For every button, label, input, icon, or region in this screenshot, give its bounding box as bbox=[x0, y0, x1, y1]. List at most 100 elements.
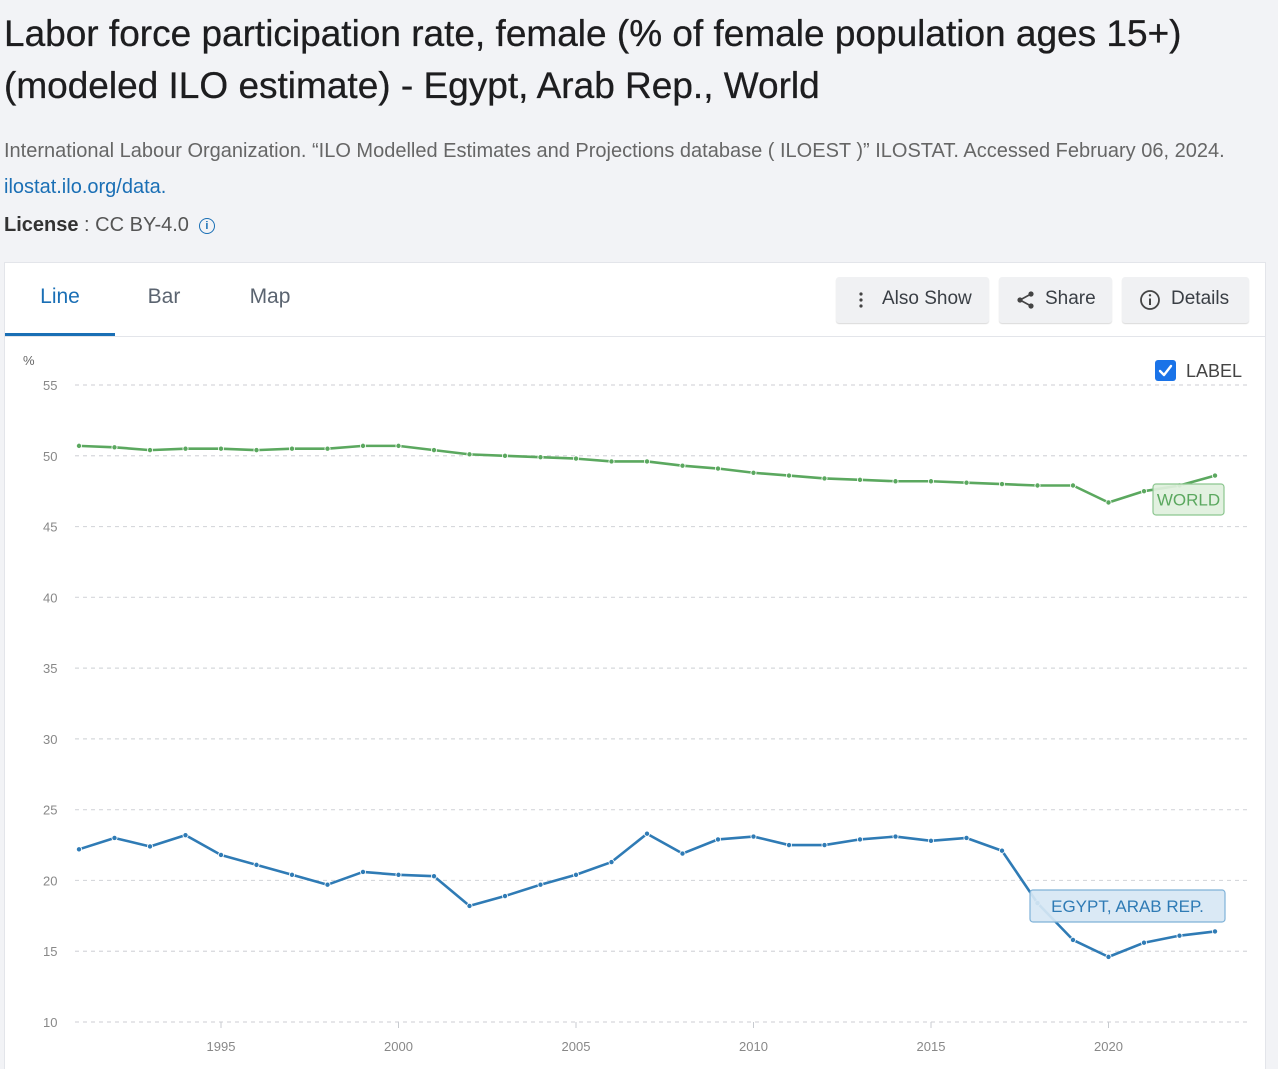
tab-bar[interactable]: Bar bbox=[147, 285, 181, 308]
data-point-egypt bbox=[430, 873, 437, 880]
series-label-box bbox=[1029, 889, 1226, 923]
label-checkbox[interactable] bbox=[1155, 360, 1176, 381]
x-tick-label: 2015 bbox=[917, 1039, 946, 1054]
details-button[interactable]: Details bbox=[1122, 277, 1249, 323]
info-circle-icon bbox=[1139, 277, 1161, 323]
data-point-world bbox=[359, 442, 366, 449]
y-tick-label: 15 bbox=[43, 944, 57, 959]
data-point-egypt bbox=[608, 859, 615, 866]
y-tick-label: 35 bbox=[43, 661, 57, 676]
data-point-world bbox=[324, 445, 331, 452]
share-label: Share bbox=[1045, 288, 1096, 309]
tab-map[interactable]: Map bbox=[249, 285, 291, 308]
share-icon bbox=[1016, 277, 1036, 323]
y-axis-unit-label: % bbox=[23, 353, 35, 368]
data-point-world bbox=[253, 447, 260, 454]
data-point-world bbox=[928, 478, 935, 485]
chart-card: Line Bar Map Also Show Share Details % 10… bbox=[4, 262, 1266, 1069]
info-icon[interactable]: i bbox=[198, 218, 215, 234]
x-tick-label: 2000 bbox=[384, 1039, 413, 1054]
data-point-world bbox=[644, 458, 651, 465]
data-point-egypt bbox=[395, 871, 402, 878]
data-point-egypt bbox=[324, 881, 331, 888]
y-tick-label: 55 bbox=[43, 378, 57, 393]
chart-tabs: Line Bar Map Also Show Share Details bbox=[5, 263, 1265, 337]
data-point-egypt bbox=[1070, 936, 1077, 943]
data-point-egypt bbox=[644, 830, 651, 837]
data-point-egypt bbox=[501, 893, 508, 900]
data-point-egypt bbox=[217, 851, 224, 858]
data-point-world bbox=[182, 445, 189, 452]
data-point-egypt bbox=[892, 833, 899, 840]
data-point-world bbox=[537, 454, 544, 461]
data-point-world bbox=[821, 475, 828, 482]
data-point-world bbox=[892, 478, 899, 485]
data-point-egypt bbox=[786, 842, 793, 849]
data-point-egypt bbox=[573, 871, 580, 878]
data-point-egypt bbox=[821, 842, 828, 849]
data-point-egypt bbox=[537, 881, 544, 888]
data-point-world bbox=[1105, 499, 1112, 506]
license-line: License : CC BY-4.0 i bbox=[4, 210, 215, 240]
data-point-world bbox=[1070, 482, 1077, 489]
y-tick-label: 20 bbox=[43, 873, 57, 888]
series-label-text: EGYPT, ARAB REP. bbox=[1051, 897, 1204, 916]
series-label-world: WORLD bbox=[1152, 483, 1225, 516]
data-point-world bbox=[430, 447, 437, 454]
data-point-world bbox=[111, 444, 118, 451]
data-point-world bbox=[217, 445, 224, 452]
x-tick-label: 2010 bbox=[739, 1039, 768, 1054]
x-tick-label: 2020 bbox=[1094, 1039, 1123, 1054]
details-label: Details bbox=[1171, 288, 1230, 309]
data-point-world bbox=[608, 458, 615, 465]
y-tick-label: 10 bbox=[43, 1015, 57, 1030]
share-button[interactable]: Share bbox=[999, 277, 1112, 323]
data-point-egypt bbox=[1105, 953, 1112, 960]
line-chart: % 10 15 20 25 30 35 40 45 50 55 1995 2000 2005 2010 201… bbox=[23, 353, 1248, 1054]
data-point-egypt bbox=[679, 850, 686, 857]
data-point-world bbox=[466, 451, 473, 458]
series-label-egypt: EGYPT, ARAB REP. bbox=[1029, 889, 1226, 923]
x-tick-label: 2005 bbox=[562, 1039, 591, 1054]
also-show-button[interactable]: Also Show bbox=[836, 277, 989, 323]
data-point-egypt bbox=[466, 902, 473, 909]
license-label: License bbox=[4, 214, 79, 236]
data-point-egypt bbox=[857, 836, 864, 843]
data-point-egypt bbox=[359, 868, 366, 875]
data-point-egypt bbox=[182, 832, 189, 839]
y-tick-label: 25 bbox=[43, 803, 57, 818]
source-text: International Labour Organization. “ILO … bbox=[4, 140, 1225, 162]
label-toggle-text: LABEL bbox=[1186, 361, 1243, 381]
data-point-egypt bbox=[253, 861, 260, 868]
source-citation: International Labour Organization. “ILO … bbox=[4, 133, 1264, 205]
data-point-egypt bbox=[146, 843, 153, 850]
data-point-world bbox=[679, 462, 686, 469]
data-point-egypt bbox=[999, 847, 1006, 854]
data-point-world bbox=[395, 442, 402, 449]
y-tick-label: 40 bbox=[43, 590, 57, 605]
data-point-world bbox=[573, 455, 580, 462]
data-point-world bbox=[999, 481, 1006, 488]
data-point-egypt bbox=[1141, 939, 1148, 946]
series-line-world bbox=[78, 444, 1216, 504]
data-point-world bbox=[715, 465, 722, 472]
y-tick-label: 30 bbox=[43, 732, 57, 747]
data-point-egypt bbox=[750, 833, 757, 840]
data-point-egypt bbox=[928, 837, 935, 844]
data-point-egypt bbox=[1212, 928, 1219, 935]
tab-line[interactable]: Line bbox=[5, 263, 115, 336]
data-point-egypt bbox=[111, 834, 118, 841]
data-point-world bbox=[1212, 472, 1219, 479]
source-link[interactable]: ilostat.ilo.org/data. bbox=[4, 176, 167, 198]
data-point-world bbox=[76, 442, 83, 449]
data-point-egypt bbox=[963, 834, 970, 841]
y-tick-label: 45 bbox=[43, 520, 57, 535]
x-tick-label: 1995 bbox=[207, 1039, 236, 1054]
data-point-world bbox=[288, 445, 295, 452]
series-label-box bbox=[1152, 483, 1225, 516]
data-point-egypt bbox=[76, 846, 83, 853]
data-point-world bbox=[963, 479, 970, 486]
data-point-egypt bbox=[288, 871, 295, 878]
data-point-world bbox=[146, 447, 153, 454]
data-point-egypt bbox=[715, 836, 722, 843]
